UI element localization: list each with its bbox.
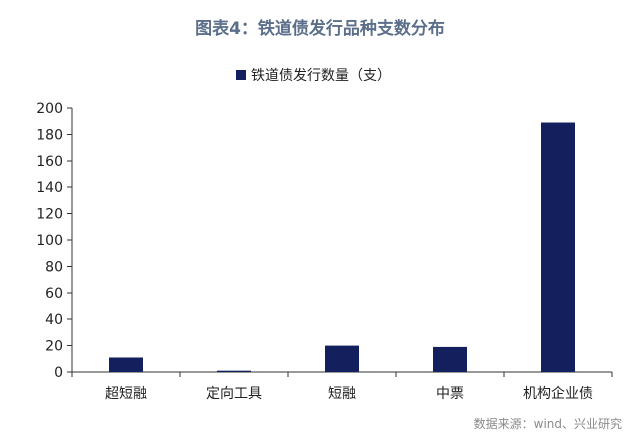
source-note: 数据来源：wind、兴业研究	[474, 416, 622, 431]
bar-2	[325, 345, 359, 372]
y-tick-label: 20	[45, 339, 63, 355]
category-label: 机构企业债	[523, 385, 593, 402]
chart-title: 图表4：铁道债发行品种支数分布	[195, 18, 445, 39]
y-tick-label: 120	[36, 207, 63, 223]
legend-swatch	[236, 70, 246, 80]
bars	[109, 122, 575, 373]
legend-label: 铁道债发行数量（支）	[251, 68, 391, 84]
category-label: 超短融	[105, 386, 147, 402]
category-label: 短融	[328, 386, 356, 402]
bar-0	[109, 357, 143, 372]
category-label: 定向工具	[206, 386, 262, 402]
category-labels: 超短融 定向工具 短融 中票 机构企业债	[105, 385, 593, 402]
y-tick-label: 80	[45, 259, 63, 275]
bar-4	[541, 122, 575, 373]
y-tick-label: 0	[54, 365, 63, 381]
y-tick-label: 60	[45, 286, 63, 302]
y-tick-label: 140	[36, 180, 63, 196]
y-ticks: 0 20 40 60 80 100 120 140 160 180 200	[36, 101, 72, 381]
x-ticks	[71, 372, 613, 377]
y-tick-label: 40	[45, 312, 63, 328]
category-label: 中票	[436, 386, 464, 402]
bar-3	[433, 346, 467, 372]
legend: 铁道债发行数量（支）	[236, 68, 391, 84]
bar-1	[217, 370, 251, 372]
y-tick-label: 180	[36, 127, 63, 143]
y-tick-label: 200	[36, 101, 63, 117]
y-tick-label: 160	[36, 154, 63, 170]
y-tick-label: 100	[36, 233, 63, 249]
